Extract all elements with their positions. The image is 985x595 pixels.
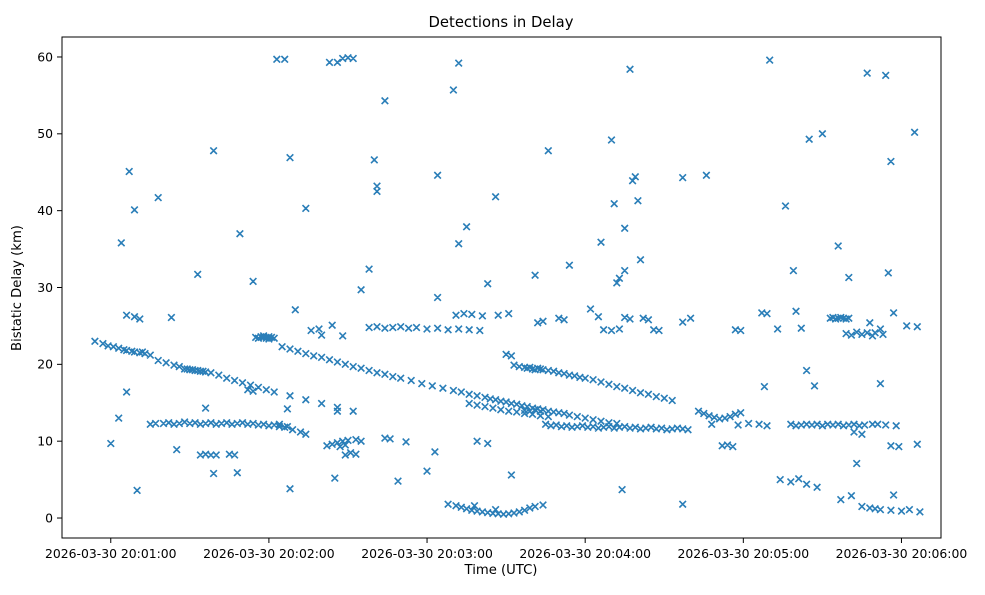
plot-area-border [61,36,942,539]
y-tick-label: 20 [37,357,53,372]
scatter-markers [91,53,924,519]
x-tick-label: 2026-03-30 20:04:00 [519,546,651,561]
x-tick-label: 2026-03-30 20:02:00 [203,546,335,561]
x-tick-label: 2026-03-30 20:01:00 [45,546,177,561]
chart-title: Detections in Delay [429,14,574,31]
y-tick-label: 50 [37,126,53,141]
y-tick-label: 40 [37,203,53,218]
x-tick-label: 2026-03-30 20:05:00 [678,546,810,561]
x-tick-label: 2026-03-30 20:03:00 [361,546,493,561]
y-tick-label: 60 [37,49,53,64]
y-axis-label: Bistatic Delay (km) [10,225,25,351]
x-axis-label: Time (UTC) [464,563,538,578]
y-tick-label: 10 [37,433,53,448]
y-tick-label: 0 [45,510,53,525]
data-points [91,53,924,519]
axis-ticks: 2026-03-30 20:01:00 2026-03-30 20:02:00 20… [37,49,967,561]
x-tick-label: 2026-03-30 20:06:00 [836,546,968,561]
y-tick-label: 30 [37,280,53,295]
